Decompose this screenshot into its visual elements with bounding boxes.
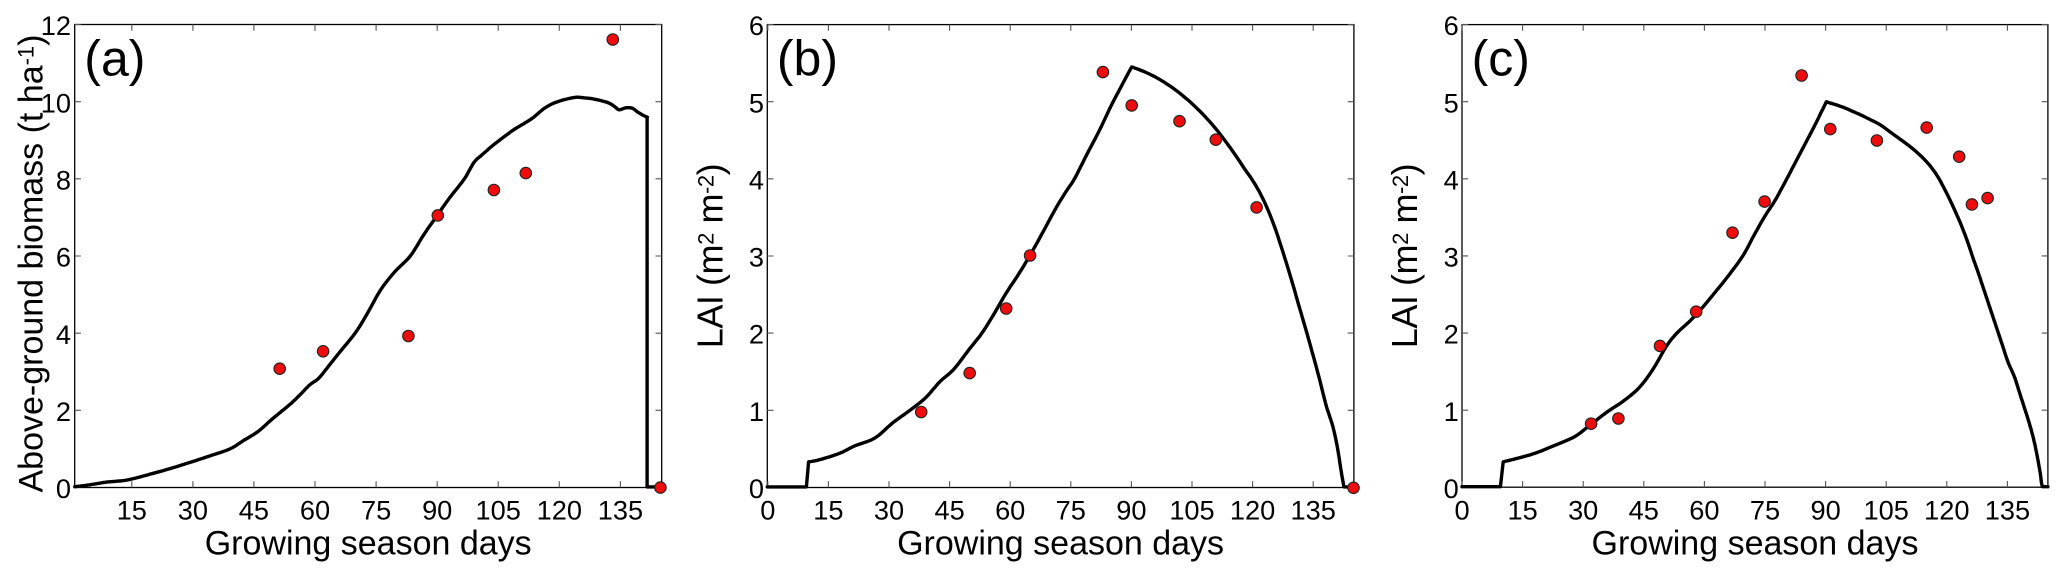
svg-text:6: 6: [56, 242, 71, 273]
svg-text:75: 75: [1750, 494, 1780, 525]
svg-text:135: 135: [1291, 494, 1336, 525]
svg-text:30: 30: [1568, 494, 1598, 525]
svg-text:105: 105: [476, 494, 521, 525]
svg-text:(c): (c): [1472, 31, 1530, 87]
svg-text:120: 120: [1230, 494, 1275, 525]
svg-text:10: 10: [41, 87, 71, 118]
svg-text:2: 2: [1444, 319, 1459, 350]
svg-text:30: 30: [178, 494, 208, 525]
svg-text:0: 0: [760, 494, 775, 525]
svg-text:45: 45: [934, 494, 964, 525]
svg-text:60: 60: [300, 494, 330, 525]
svg-text:30: 30: [874, 494, 904, 525]
svg-text:(a): (a): [84, 31, 145, 87]
svg-text:90: 90: [1116, 494, 1146, 525]
svg-text:LAI (m2 m-2): LAI (m2 m-2): [1384, 164, 1425, 348]
svg-text:120: 120: [1924, 494, 1969, 525]
svg-text:0: 0: [1444, 473, 1459, 504]
svg-text:2: 2: [56, 396, 71, 427]
svg-text:6: 6: [749, 10, 764, 41]
svg-text:1: 1: [749, 396, 764, 427]
svg-text:45: 45: [1629, 494, 1659, 525]
svg-text:120: 120: [537, 494, 582, 525]
svg-text:4: 4: [56, 319, 71, 350]
svg-text:15: 15: [813, 494, 843, 525]
svg-text:Above-ground biomass (t ha-1): Above-ground biomass (t ha-1): [12, 34, 50, 492]
svg-text:105: 105: [1169, 494, 1214, 525]
svg-text:Growing season days: Growing season days: [1592, 525, 1919, 563]
svg-text:0: 0: [56, 473, 71, 504]
svg-text:3: 3: [749, 242, 764, 273]
svg-text:45: 45: [239, 494, 269, 525]
svg-text:3: 3: [1444, 242, 1459, 273]
svg-text:105: 105: [1864, 494, 1909, 525]
svg-text:135: 135: [598, 494, 643, 525]
svg-text:15: 15: [117, 494, 147, 525]
svg-text:6: 6: [1444, 10, 1459, 41]
svg-text:15: 15: [1507, 494, 1537, 525]
svg-text:2: 2: [749, 319, 764, 350]
svg-text:Growing season days: Growing season days: [897, 525, 1224, 563]
svg-text:0: 0: [749, 473, 764, 504]
svg-text:75: 75: [361, 494, 391, 525]
svg-text:(b): (b): [777, 31, 838, 87]
svg-text:5: 5: [749, 87, 764, 118]
svg-text:LAI (m2 m-2): LAI (m2 m-2): [689, 164, 730, 348]
svg-text:4: 4: [1444, 164, 1459, 195]
svg-text:75: 75: [1056, 494, 1086, 525]
svg-text:4: 4: [749, 164, 764, 195]
svg-text:8: 8: [56, 164, 71, 195]
svg-text:1: 1: [1444, 396, 1459, 427]
svg-text:60: 60: [995, 494, 1025, 525]
svg-text:90: 90: [422, 494, 452, 525]
svg-text:90: 90: [1810, 494, 1840, 525]
svg-text:0: 0: [1454, 494, 1469, 525]
svg-text:Growing season days: Growing season days: [205, 525, 532, 563]
svg-text:5: 5: [1444, 87, 1459, 118]
svg-text:12: 12: [41, 10, 71, 41]
svg-text:60: 60: [1689, 494, 1719, 525]
svg-text:135: 135: [1985, 494, 2030, 525]
